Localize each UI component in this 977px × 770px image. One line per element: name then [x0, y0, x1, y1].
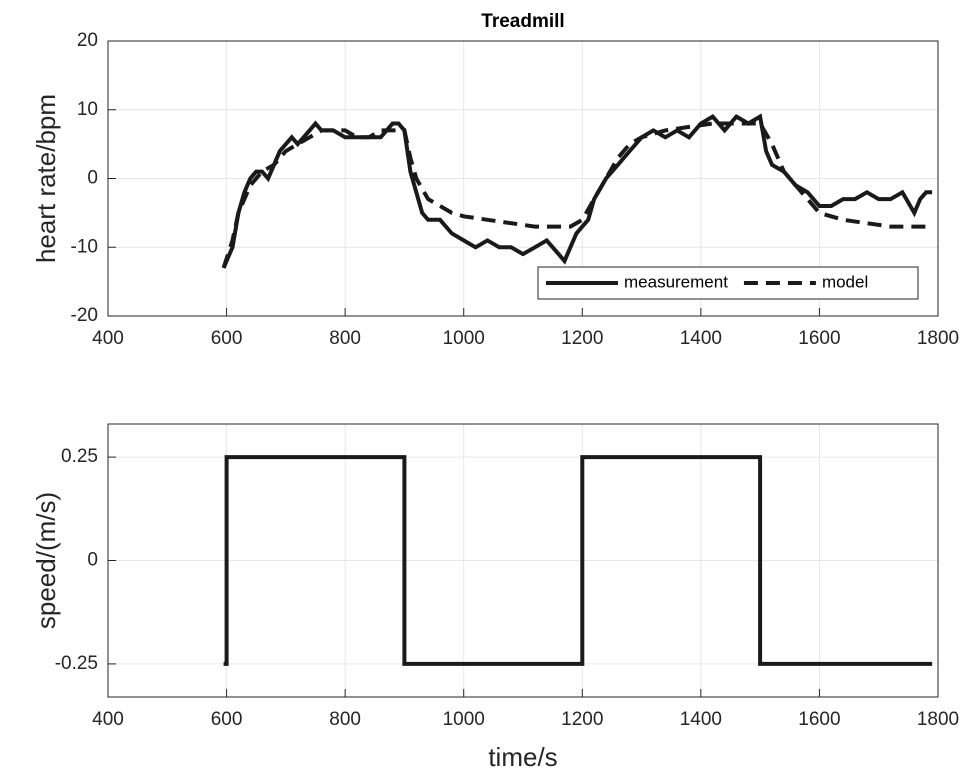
x-tick-label: 400	[92, 709, 124, 730]
x-tick-label: 800	[329, 328, 361, 349]
axes-box	[107, 423, 939, 698]
x-tick-label: 1800	[917, 328, 959, 349]
axes-box	[107, 40, 939, 317]
y-axis-label: heart rate/bpm	[31, 94, 61, 263]
legend-label: measurement	[624, 272, 728, 291]
x-tick-label: 1800	[917, 709, 959, 730]
y-tick-label: 20	[77, 30, 98, 51]
data-line	[223, 455, 933, 666]
x-tick-label: 1200	[561, 709, 603, 730]
x-tick-label: 1400	[680, 328, 722, 349]
x-tick-label: 1200	[561, 328, 603, 349]
x-axis-label: time/s	[488, 742, 557, 770]
x-tick-label: 400	[92, 328, 124, 349]
y-tick-label: -20	[71, 305, 98, 326]
legend-label: model	[822, 272, 868, 291]
y-tick-label: -0.25	[55, 653, 98, 674]
legend: measurement model	[537, 266, 919, 300]
y-tick-label: -10	[71, 236, 98, 257]
x-tick-label: 1600	[798, 709, 840, 730]
y-tick-label: 0.25	[61, 446, 98, 467]
x-tick-label: 1400	[680, 709, 722, 730]
y-tick-label: 10	[77, 99, 98, 120]
y-tick-label: 0	[87, 168, 98, 189]
y-axis-label: speed/(m/s)	[31, 492, 61, 629]
x-tick-label: 1000	[443, 328, 485, 349]
chart-title: Treadmill	[481, 11, 564, 32]
x-tick-label: 600	[211, 709, 243, 730]
x-tick-label: 600	[211, 328, 243, 349]
x-tick-label: 1600	[798, 328, 840, 349]
x-tick-label: 1000	[443, 709, 485, 730]
x-tick-label: 800	[329, 709, 361, 730]
data-line	[221, 121, 927, 269]
y-tick-label: 0	[87, 550, 98, 571]
